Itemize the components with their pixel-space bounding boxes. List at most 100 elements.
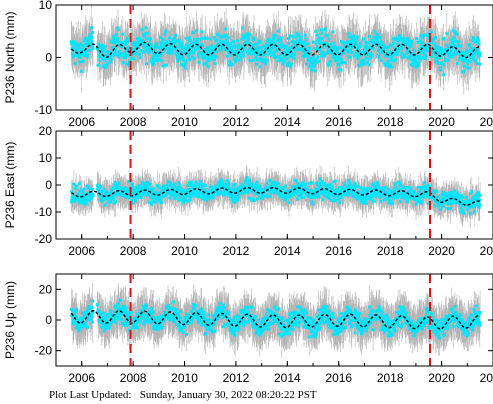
data-point [247, 182, 251, 186]
data-point [427, 45, 431, 49]
data-point [249, 184, 253, 188]
data-point [251, 197, 255, 201]
data-point [178, 57, 182, 61]
data-point [455, 61, 459, 65]
data-point [82, 49, 85, 53]
data-point [226, 184, 230, 187]
data-point [302, 41, 306, 44]
data-point [319, 50, 323, 54]
data-point [227, 36, 231, 40]
data-point [339, 40, 343, 43]
data-point [295, 179, 299, 183]
data-point [252, 199, 256, 203]
data-point [143, 35, 146, 38]
data-point [227, 182, 231, 186]
data-point [70, 47, 74, 50]
data-point [347, 179, 351, 182]
data-point [142, 50, 146, 54]
data-point [467, 44, 471, 48]
data-point [140, 181, 144, 185]
data-point [300, 43, 304, 47]
data-point [104, 195, 108, 199]
data-point [265, 58, 269, 62]
data-point [181, 55, 184, 59]
data-point [273, 56, 277, 60]
data-point [78, 42, 82, 46]
data-point [252, 38, 256, 42]
data-point [213, 58, 217, 61]
data-point [380, 40, 384, 44]
data-point [356, 56, 360, 60]
data-point [279, 36, 283, 40]
data-point [441, 53, 444, 57]
data-point [334, 198, 337, 202]
data-point [117, 53, 121, 57]
data-point [145, 46, 149, 50]
data-point [177, 45, 181, 49]
data-point [368, 52, 372, 55]
data-point [274, 45, 278, 49]
data-point [141, 39, 145, 43]
data-point [326, 34, 329, 37]
data-point [210, 44, 214, 48]
data-point [409, 44, 413, 48]
data-point [386, 59, 390, 63]
data-point [88, 198, 92, 202]
data-point [102, 47, 106, 51]
data-point [181, 188, 184, 192]
data-point [165, 186, 169, 190]
data-point [177, 38, 181, 42]
data-point [316, 46, 320, 50]
data-point [251, 58, 255, 62]
data-point [371, 190, 375, 194]
data-point [350, 39, 354, 43]
data-point [241, 50, 245, 54]
data-point [202, 62, 206, 66]
data-point [114, 33, 118, 37]
data-point [145, 187, 149, 191]
data-point [73, 199, 77, 203]
data-point [220, 46, 224, 50]
data-point [276, 192, 280, 196]
data-point [138, 191, 142, 195]
data-point [361, 200, 365, 204]
data-point [308, 46, 312, 50]
data-point [363, 190, 366, 194]
data-point [276, 189, 279, 193]
data-point [274, 183, 278, 187]
data-point [219, 182, 223, 186]
data-point [169, 191, 173, 195]
data-point [153, 46, 157, 50]
data-point [213, 190, 217, 194]
data-point [326, 48, 330, 52]
data-point [103, 203, 107, 207]
data-point [477, 42, 481, 46]
data-point [127, 180, 131, 184]
data-point [417, 61, 421, 65]
data-point [346, 185, 350, 189]
data-point [298, 47, 302, 51]
data-point [411, 64, 415, 67]
data-point [161, 64, 165, 68]
data-point [158, 53, 162, 57]
data-point [86, 185, 90, 189]
data-point [175, 186, 179, 190]
data-point [303, 189, 307, 193]
data-point [271, 41, 275, 45]
data-point [100, 43, 104, 47]
data-point [315, 33, 319, 37]
data-point [114, 186, 118, 190]
data-point [179, 49, 183, 53]
data-point [222, 182, 226, 186]
data-point [177, 56, 180, 60]
data-point [362, 37, 365, 41]
data-point [189, 39, 192, 43]
data-point [349, 184, 353, 188]
data-point [117, 55, 121, 59]
data-point [174, 196, 178, 200]
data-points [69, 176, 482, 216]
data-point [440, 51, 444, 55]
data-point [249, 43, 253, 47]
data-point [375, 193, 379, 197]
data-point [261, 195, 265, 199]
